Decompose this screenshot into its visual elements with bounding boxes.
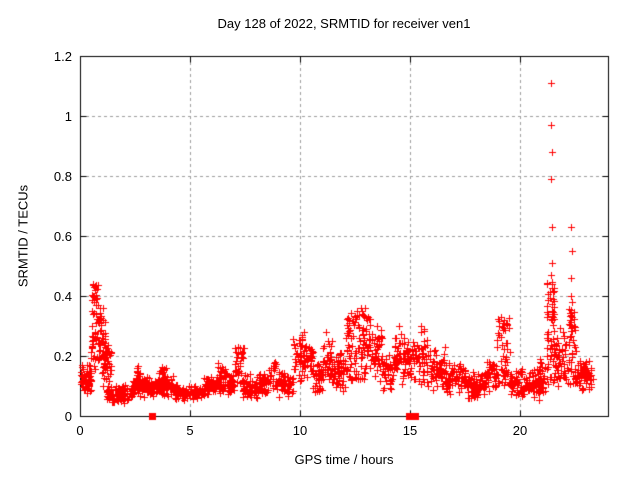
x-tick-label: 5 [186,423,194,438]
y-tick-label: 0.4 [53,289,72,304]
x-tick-label: 10 [292,423,308,438]
x-tick-label: 0 [76,423,84,438]
y-tick-label: 0 [64,409,72,424]
x-axis-label: GPS time / hours [294,452,394,467]
y-tick-label: 1 [64,109,72,124]
x-tick-label: 20 [512,423,528,438]
y-tick-label: 1.2 [53,49,72,64]
x-tick-label: 15 [402,423,418,438]
chart-title: Day 128 of 2022, SRMTID for receiver ven… [217,16,471,31]
y-tick-label: 0.2 [53,349,72,364]
y-tick-label: 0.6 [53,229,72,244]
y-tick-label: 0.8 [53,169,72,184]
